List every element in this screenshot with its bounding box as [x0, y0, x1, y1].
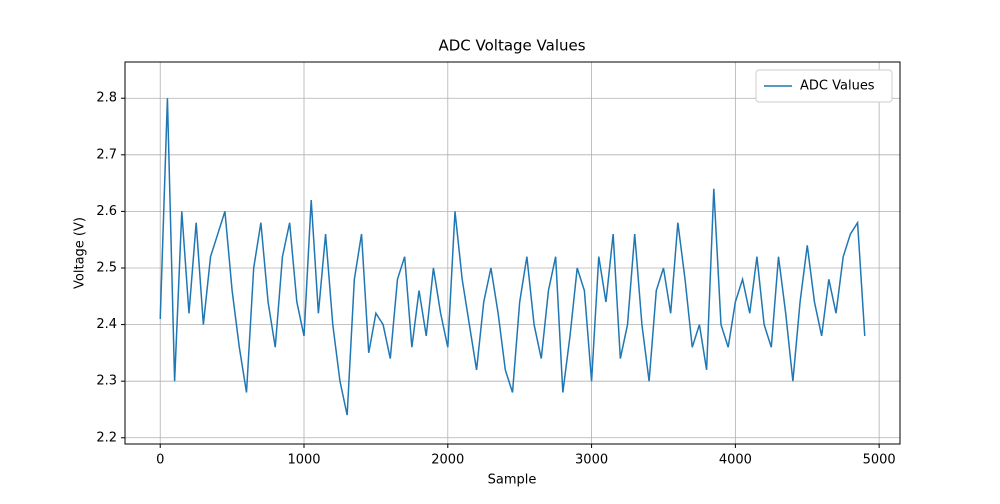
x-tick-label: 0 — [156, 453, 164, 468]
legend-label: ADC Values — [800, 79, 875, 94]
chart-title: ADC Voltage Values — [438, 37, 585, 55]
legend-box — [755, 69, 893, 103]
plot-frame — [124, 61, 901, 445]
y-tick-label: 2.5 — [96, 260, 117, 275]
y-tick-label: 2.6 — [96, 204, 117, 219]
data-line — [159, 98, 866, 416]
x-tick-label: 1000 — [287, 453, 320, 468]
legend: ADC Values — [755, 69, 893, 103]
y-tick-label: 2.8 — [96, 91, 117, 106]
x-tick-label: 3000 — [575, 453, 608, 468]
y-tick-label: 2.2 — [96, 430, 117, 445]
x-tick-label: 4000 — [719, 453, 752, 468]
x-tick-label: 5000 — [863, 453, 896, 468]
y-tick-label: 2.3 — [96, 374, 117, 389]
x-tick-label: 2000 — [431, 453, 464, 468]
x-axis-label: Sample — [488, 473, 537, 488]
y-tick-label: 2.4 — [96, 317, 117, 332]
y-tick-label: 2.7 — [96, 147, 117, 162]
y-axis-label: Voltage (V) — [73, 217, 88, 289]
